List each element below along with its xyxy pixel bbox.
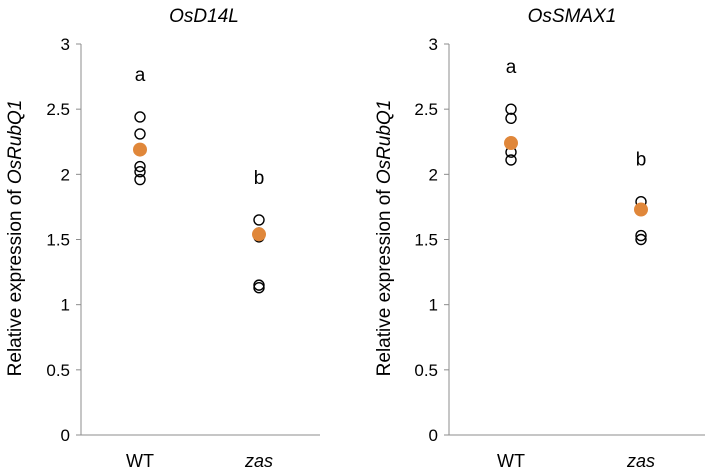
replicate-point [505,103,517,115]
significance-letter: b [636,150,647,171]
mean-points [133,142,266,242]
replicate-point [134,166,146,178]
x-tick-label-zas: zas [244,451,273,471]
replicate-point [134,160,146,173]
y-tick-label: 2 [429,165,438,184]
significance-letters: ab [506,57,647,171]
y-tick-label: 2.5 [46,100,70,119]
y-tick-label: 2 [61,165,70,184]
y-tick-label: 1.5 [414,231,438,250]
y-tick-label: 2.5 [414,100,438,119]
replicate-point [505,112,517,124]
mean-point [252,227,266,242]
mean-point [504,136,518,151]
chart-panel-ossmax1: OsSMAX1 Relative expression of OsRubQ1 0… [374,6,705,471]
y-tick-label: 0.5 [414,361,438,380]
y-tick-labels: 0 0.5 1 1.5 2 2.5 3 [414,35,438,445]
y-tick-label: 3 [429,35,438,54]
y-tick-label: 3 [61,35,70,54]
chart-panel-osd14l: OsD14L Relative expression of OsRubQ1 00… [5,6,320,471]
replicate-point [134,128,146,140]
significance-letter: a [506,57,517,78]
replicate-point [635,229,647,242]
mean-point [634,202,648,217]
replicate-point [134,173,146,186]
replicate-point [253,282,265,294]
y-tick-labels: 0 0.5 1 1.5 2 2.5 3 [46,35,70,445]
y-tick-label: 0 [429,426,438,445]
x-tick-label-zas: zas [626,451,655,471]
x-tick-label-wt: WT [126,451,154,471]
y-tick-label: 0.5 [46,361,70,380]
y-tick-label: 1.5 [46,231,70,250]
significance-letter: a [135,65,146,86]
axes [444,43,705,436]
replicate-point [134,111,146,123]
significance-letter: b [254,168,265,189]
replicate-point [253,214,265,226]
y-axis-label: Relative expression of OsRubQ1 [5,100,26,377]
mean-points [504,136,648,217]
replicate-point [635,233,647,246]
x-tick-label-wt: WT [497,451,525,471]
axes [76,43,320,436]
replicate-points [505,103,647,246]
chart-title: OsD14L [169,6,239,27]
y-axis-label: Relative expression of OsRubQ1 [374,100,395,377]
y-tick-label: 1 [61,296,70,315]
y-tick-label: 1 [429,296,438,315]
replicate-point [505,154,517,166]
chart-title: OsSMAX1 [528,6,617,27]
mean-point [133,142,147,157]
significance-letters: ab [135,65,265,189]
y-tick-label: 0 [61,426,70,445]
replicate-points [134,111,265,294]
